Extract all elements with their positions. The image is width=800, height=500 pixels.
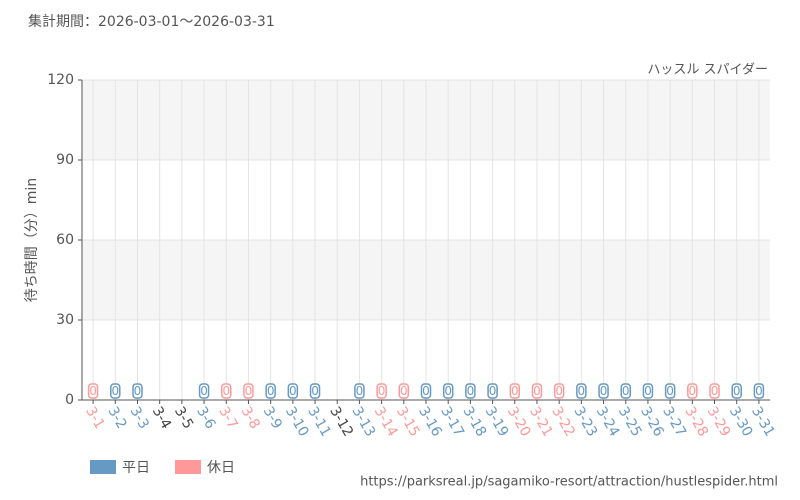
value-label: 0 (666, 384, 674, 398)
x-tick-label: 3-3 (127, 404, 152, 432)
source-url: https://parksreal.jp/sagamiko-resort/att… (360, 475, 778, 490)
value-label: 0 (134, 384, 142, 398)
value-label-box (221, 383, 232, 399)
value-label: 0 (422, 384, 430, 398)
y-tick-label: 0 (65, 392, 74, 408)
value-label: 0 (311, 384, 319, 398)
value-label-box (198, 383, 210, 399)
value-label-box (287, 383, 299, 399)
value-label: 0 (400, 384, 408, 398)
legend-label: 平日 (122, 460, 150, 476)
y-tick-label: 30 (56, 312, 74, 328)
value-label-box (642, 383, 654, 399)
x-tick-label: 3-7 (215, 404, 240, 432)
value-label-box (376, 383, 387, 399)
value-label: 0 (289, 384, 297, 398)
value-label: 0 (245, 384, 253, 398)
x-tick-label: 3-1 (82, 404, 107, 432)
value-label: 0 (444, 384, 452, 398)
value-label-box (132, 383, 143, 399)
value-label-box (309, 383, 321, 399)
y-tick-label: 90 (56, 152, 74, 168)
value-label: 0 (755, 384, 763, 398)
value-label: 0 (222, 384, 230, 398)
value-label: 0 (578, 384, 586, 398)
value-label-box (620, 383, 631, 399)
value-label: 0 (733, 384, 741, 398)
value-label-box (87, 383, 99, 399)
value-label-box (664, 383, 676, 399)
value-label-box (398, 383, 410, 399)
value-label-box (753, 383, 765, 399)
value-label: 0 (200, 384, 208, 398)
legend-swatch (90, 460, 116, 474)
value-label-box (442, 383, 454, 399)
value-label-box (465, 383, 476, 399)
x-tick-label: 3-8 (238, 404, 263, 432)
value-label-box (265, 383, 276, 399)
x-tick-label: 3-4 (149, 404, 174, 432)
value-label: 0 (267, 384, 275, 398)
y-axis-label: 待ち時間（分）min (24, 178, 40, 302)
value-label-box (110, 383, 121, 399)
value-label: 0 (600, 384, 608, 398)
value-label-box (509, 383, 521, 399)
value-label: 0 (711, 384, 719, 398)
value-label-box (354, 383, 365, 399)
value-label-box (531, 383, 543, 399)
value-label: 0 (467, 384, 475, 398)
value-label: 0 (111, 384, 119, 398)
value-label: 0 (89, 384, 97, 398)
legend-label: 休日 (207, 460, 235, 476)
x-tick-label: 3-2 (104, 404, 129, 432)
value-label-box (487, 383, 498, 399)
x-tick-label: 3-5 (171, 404, 196, 432)
value-label: 0 (378, 384, 386, 398)
value-label-box (553, 383, 565, 399)
value-label-box (709, 383, 720, 399)
legend-swatch (175, 460, 201, 474)
y-tick-label: 120 (47, 72, 74, 88)
x-tick-label: 3-31 (748, 404, 778, 440)
value-label: 0 (644, 384, 652, 398)
value-label: 0 (511, 384, 519, 398)
chart-title: 集計期間：2026-03-01～2026-03-31 (28, 13, 275, 30)
x-tick-label: 3-6 (193, 404, 218, 432)
value-label: 0 (689, 384, 697, 398)
value-label-box (243, 383, 254, 399)
y-tick-label: 60 (56, 232, 74, 248)
value-label: 0 (555, 384, 563, 398)
value-label-box (731, 383, 742, 399)
chart-subtitle: ハッスル スパイダー (647, 63, 768, 78)
value-label: 0 (489, 384, 497, 398)
value-label-box (687, 383, 698, 399)
value-label-box (420, 383, 432, 399)
value-label-box (598, 383, 609, 399)
value-label: 0 (622, 384, 630, 398)
value-label: 0 (356, 384, 364, 398)
value-label: 0 (533, 384, 541, 398)
value-label-box (576, 383, 587, 399)
x-tick-label: 3-9 (260, 404, 285, 432)
